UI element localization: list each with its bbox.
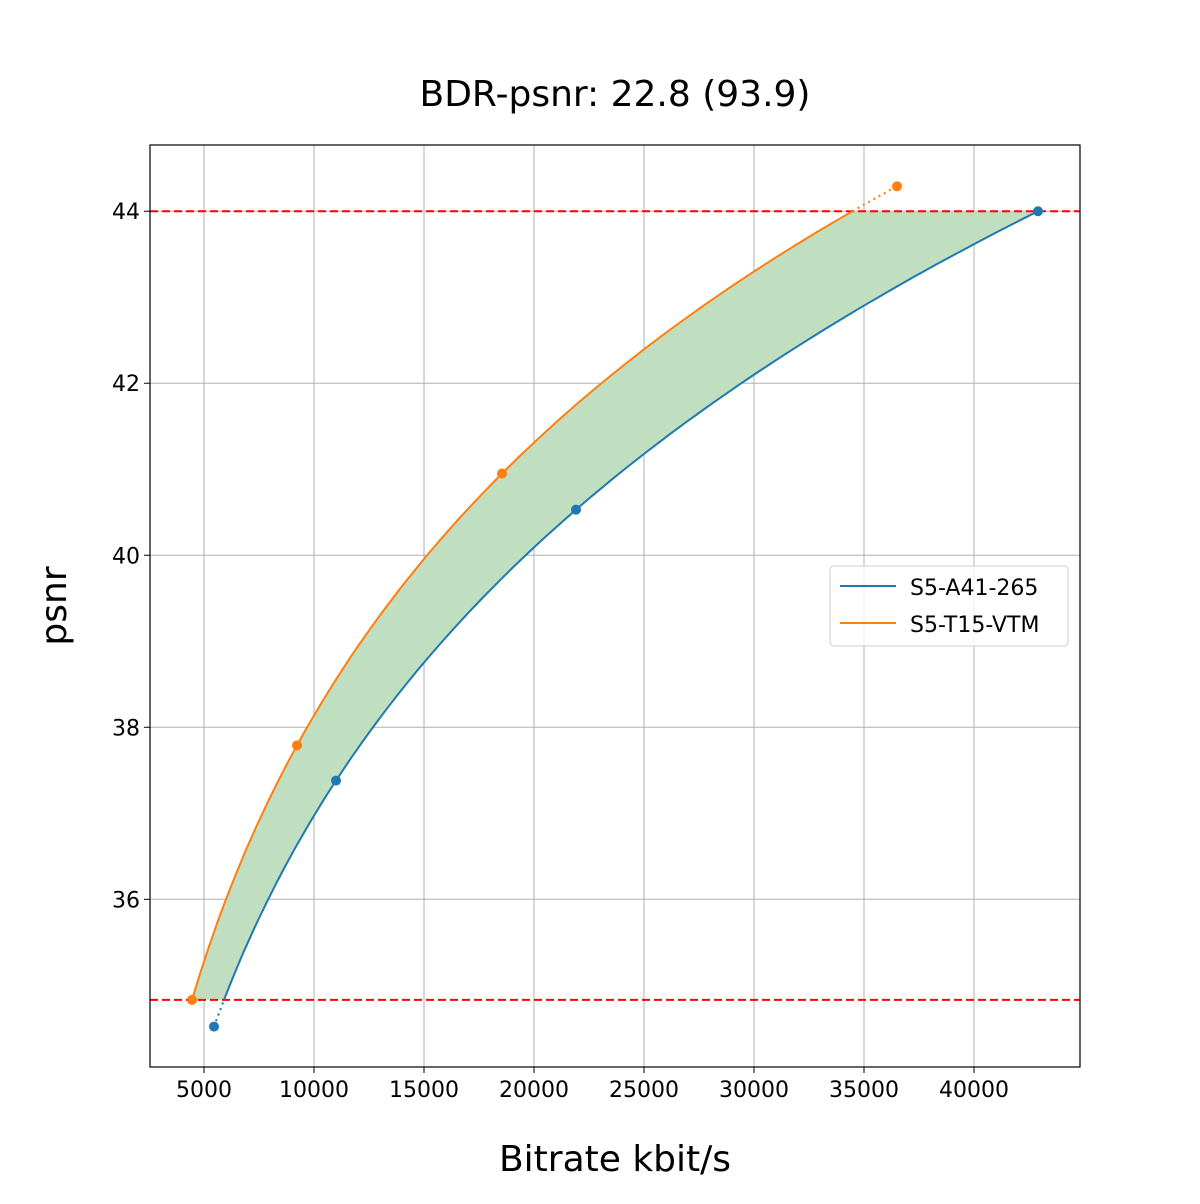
y-tick-label: 44 (112, 200, 140, 225)
plot-area (150, 181, 1080, 1032)
data-point-s5-t15-vtm (187, 994, 198, 1005)
legend-label-s5-a41-265: S5-A41-265 (910, 576, 1038, 601)
series-extrapolated-s5-t15-vtm (851, 185, 898, 213)
x-tick-label: 30000 (719, 1078, 789, 1103)
y-axis-label: psnr (34, 566, 75, 645)
y-tick-label: 42 (112, 372, 140, 397)
data-point-s5-t15-vtm (496, 468, 507, 479)
legend-label-s5-t15-vtm: S5-T15-VTM (910, 613, 1039, 638)
chart-title: BDR-psnr: 22.8 (93.9) (420, 74, 811, 115)
data-point-s5-t15-vtm (892, 181, 903, 192)
data-point-s5-a41-265 (331, 775, 342, 786)
data-point-s5-a41-265 (571, 504, 582, 515)
plot-frame (149, 144, 1081, 1068)
x-tick-label: 20000 (499, 1078, 569, 1103)
y-tick-label: 38 (112, 716, 140, 741)
x-tick-label: 10000 (279, 1078, 349, 1103)
data-point-s5-a41-265 (1033, 206, 1044, 217)
ticks: 5000 10000 15000 20000 25000 30000 35000 40000 3… (112, 200, 1009, 1103)
y-tick-label: 40 (112, 544, 140, 569)
x-tick-label: 25000 (609, 1078, 679, 1103)
data-point-s5-a41-265 (209, 1021, 220, 1032)
legend: S5-A41-265 S5-T15-VTM (829, 565, 1069, 647)
data-point-s5-t15-vtm (292, 740, 303, 751)
y-tick-label: 36 (112, 888, 140, 913)
x-tick-label: 5000 (176, 1078, 232, 1103)
x-tick-label: 35000 (829, 1078, 899, 1103)
x-tick-label: 40000 (939, 1078, 1009, 1103)
x-tick-label: 15000 (389, 1078, 459, 1103)
series-line-s5-a41-265 (223, 210, 1039, 1001)
series-line-s5-t15-vtm (191, 210, 854, 1001)
x-axis-label: Bitrate kbit/s (499, 1139, 731, 1180)
series-extrapolated-s5-a41-265 (213, 999, 225, 1028)
